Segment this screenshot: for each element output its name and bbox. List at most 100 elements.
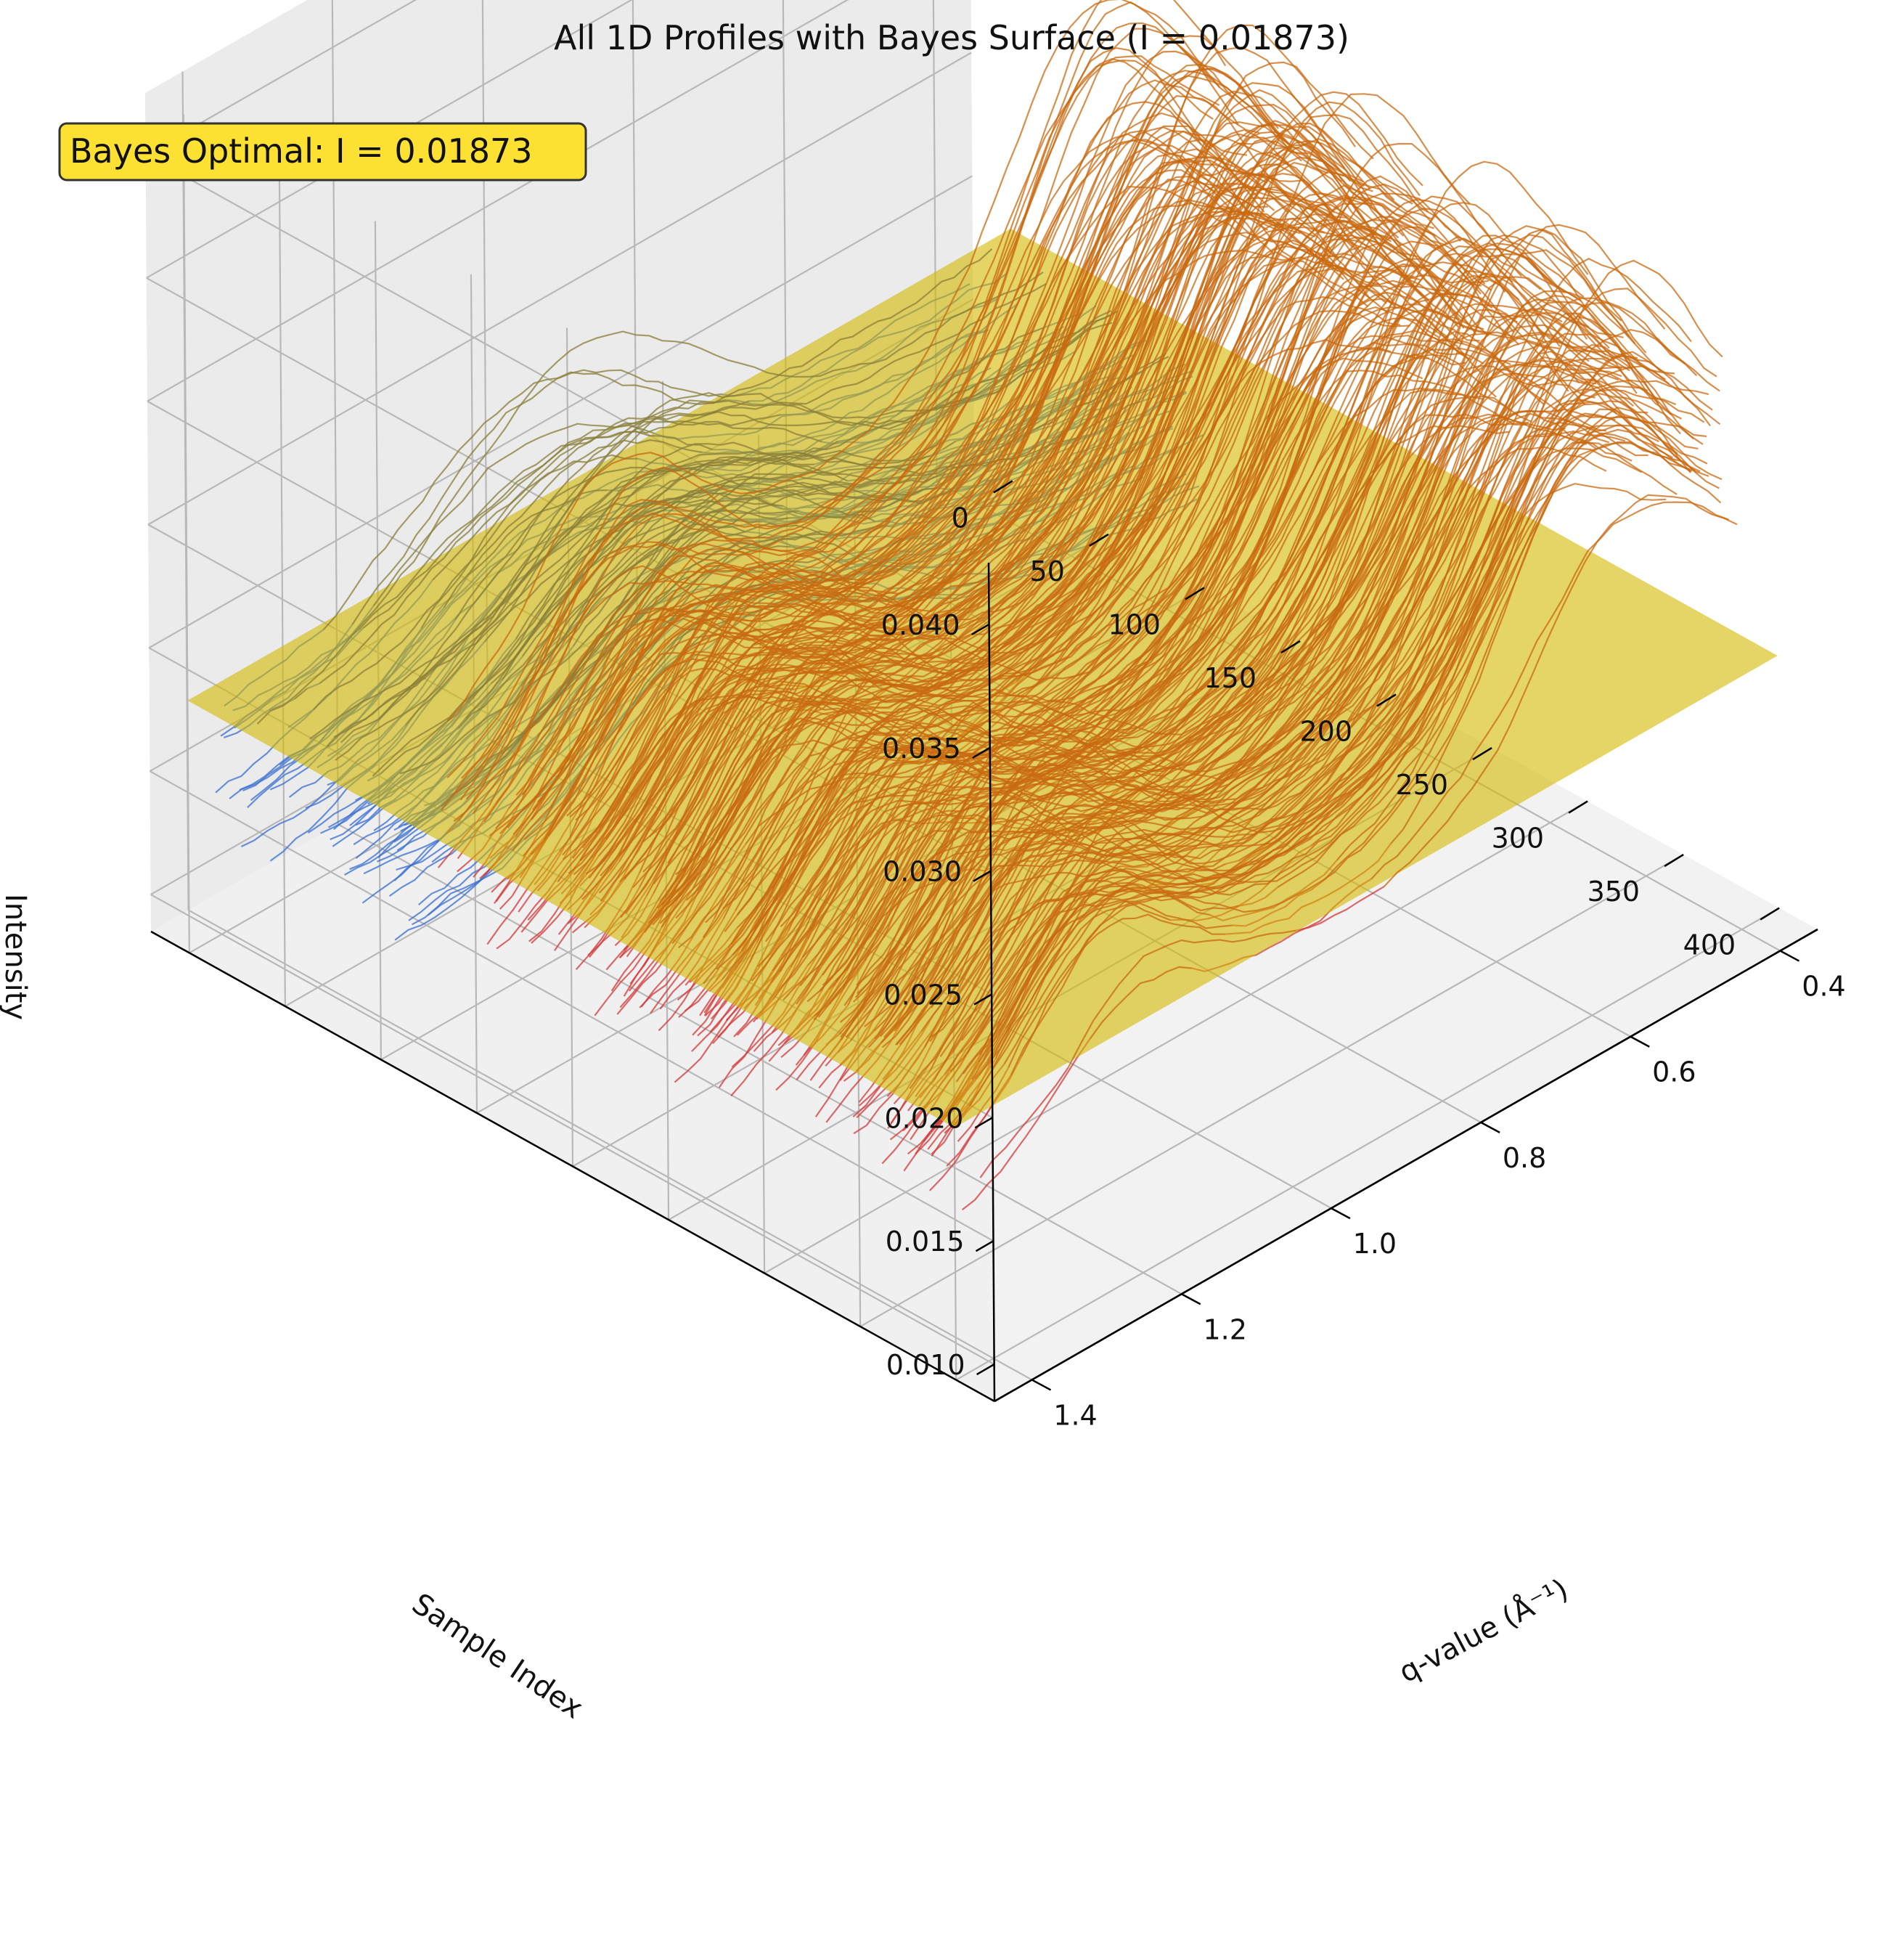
above-profile-line	[547, 158, 1283, 837]
above-profile-line	[1274, 447, 1643, 843]
above-profile-line	[682, 256, 1379, 871]
x-tick	[1630, 1035, 1650, 1048]
above-profile-line	[743, 772, 914, 887]
above-profile-line	[874, 308, 1634, 1040]
above-profile-line	[460, 22, 1235, 779]
above-profile-line	[530, 68, 1293, 855]
above-profile-line	[991, 897, 1172, 1032]
above-profile-line	[982, 884, 1199, 1016]
above-profile-line	[566, 133, 1328, 817]
above-profile-line	[806, 802, 974, 940]
above-profile-line	[572, 129, 1335, 859]
grid-line	[146, 0, 633, 279]
above-profile-line	[722, 274, 1489, 910]
below-profile-line	[469, 484, 729, 644]
below-profile-line	[335, 314, 1111, 761]
y-tick-label: 50	[1030, 555, 1065, 587]
grid-line	[859, 854, 1684, 1328]
grid-line	[182, 114, 190, 953]
above-profile-line	[459, 0, 1227, 801]
above-profile-line	[928, 341, 1618, 1003]
above-profile-line	[592, 171, 1328, 874]
below-profile-line	[372, 423, 655, 606]
z-tick-label: 0.020	[885, 1102, 964, 1134]
above-profile-line	[828, 364, 1545, 990]
x-tick-label: 0.4	[1802, 971, 1845, 1003]
below-profile-line	[313, 282, 1047, 710]
above-profile-line	[971, 259, 1723, 1080]
above-profile-line	[757, 208, 1513, 967]
above-profile-line	[599, 667, 795, 804]
above-profile-line	[936, 179, 1274, 609]
above-profile-line	[764, 261, 1520, 942]
x-tick-label: 1.2	[1203, 1313, 1246, 1345]
x-axis-label: q-value (Å⁻¹)	[1393, 1571, 1574, 1690]
y-tick	[1376, 693, 1397, 707]
y-tick	[1472, 746, 1492, 761]
above-profile-line	[781, 291, 1520, 987]
above-profile-line	[1277, 400, 1701, 888]
above-profile-line	[929, 297, 1698, 1043]
z-axis-label: Intensity	[0, 894, 32, 1020]
above-profile-line	[693, 213, 1405, 895]
above-profile-line	[515, 50, 1265, 796]
x-tick	[1331, 1207, 1351, 1220]
grid-line	[148, 175, 973, 649]
x-tick	[1480, 1121, 1500, 1134]
z-tick	[973, 993, 992, 1006]
above-profile-line	[899, 388, 1677, 1046]
grid-line	[145, 0, 417, 155]
above-profile-line	[1257, 446, 1607, 813]
above-profile-line	[1008, 913, 1225, 1068]
below-profile-line	[351, 371, 727, 625]
above-profile-line	[458, 57, 1202, 821]
above-profile-line	[736, 258, 1482, 916]
above-profile-line	[960, 701, 974, 714]
above-profile-line	[986, 432, 1693, 1061]
y-tick-label: 300	[1492, 823, 1545, 855]
z-tick-label: 0.015	[886, 1226, 965, 1258]
above-profile-line	[806, 248, 1582, 1003]
above-profile-line	[867, 225, 1630, 1048]
above-profile-line	[1196, 330, 1560, 775]
above-profile-line	[686, 93, 1471, 901]
above-profile-line	[1384, 494, 1738, 887]
below-profile-line	[612, 532, 848, 704]
axis-lines	[150, 562, 1818, 1403]
above-profile-line	[1067, 929, 1296, 1068]
above-profile-line	[581, 46, 1346, 849]
z-tick-label: 0.025	[883, 979, 963, 1011]
above-profile-line	[1123, 285, 1450, 712]
above-profile-line	[1003, 338, 1392, 701]
below-profile-line	[359, 248, 993, 630]
below-profile-line	[322, 369, 722, 630]
above-profile-line	[745, 777, 850, 845]
above-profile-line	[806, 387, 1484, 921]
above-profile-line	[568, 163, 1342, 874]
z-tick-label: 0.035	[882, 733, 961, 765]
z-tick-label: 0.030	[883, 856, 962, 888]
z-tick	[976, 1363, 995, 1376]
above-profile-line	[929, 312, 1672, 1072]
above-profile-line	[624, 219, 1392, 879]
above-profile-line	[847, 274, 1580, 1006]
above-profile-line	[764, 783, 941, 896]
above-profile-line	[558, 210, 1287, 852]
above-profile-line	[597, 217, 1333, 857]
above-profile-line	[994, 885, 1240, 1060]
above-profile-line	[931, 258, 1692, 1008]
above-profile-line	[864, 366, 1633, 1027]
above-profile-line	[910, 147, 1246, 606]
y-tick-label: 400	[1683, 929, 1736, 961]
above-profile-line	[979, 1067, 1069, 1178]
above-profile-line	[595, 82, 1371, 868]
grid-line	[150, 894, 995, 1366]
y-tick-label: 150	[1204, 662, 1257, 694]
below-profile-line	[522, 499, 767, 657]
above-profile-line	[734, 220, 1482, 971]
x-tick-label: 1.4	[1053, 1400, 1097, 1432]
above-profile-line	[1164, 354, 1498, 743]
above-profile-line	[579, 185, 1336, 898]
y-tick	[1089, 533, 1109, 547]
y-axis-line	[150, 930, 995, 1403]
